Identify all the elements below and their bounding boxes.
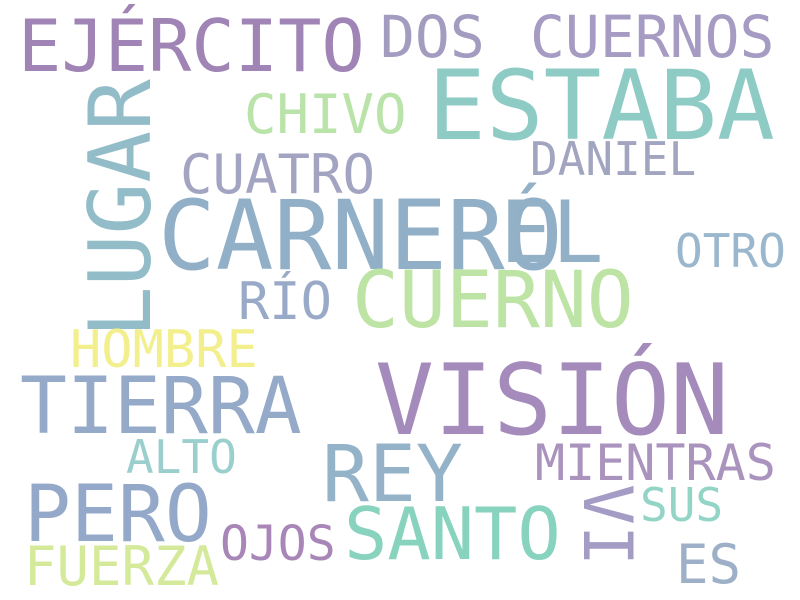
word-fuerza: FUERZA xyxy=(24,535,220,598)
word-mientras: MIENTRAS xyxy=(535,434,776,492)
word-cuerno: CUERNO xyxy=(352,256,634,346)
word-tierra: TIERRA xyxy=(20,362,302,452)
word-lugar: LUGAR xyxy=(71,79,171,338)
word-cuatro: CUATRO xyxy=(180,143,376,206)
word-vi: VI xyxy=(567,484,646,566)
word-vision: VISIÓN xyxy=(375,344,730,458)
word-rey: REY xyxy=(322,430,463,520)
word-estaba: ESTABA xyxy=(428,50,775,162)
word-dos: DOS xyxy=(380,3,485,71)
word-pero: PERO xyxy=(24,470,212,560)
word-otro: OTRO xyxy=(675,224,786,278)
word-santo: SANTO xyxy=(344,492,561,576)
word-ojos: OJOS xyxy=(220,516,336,572)
word-ejercito: EJÉRCITO xyxy=(18,4,365,88)
word-hombre: HOMBRE xyxy=(70,320,258,380)
word-daniel: DANIEL xyxy=(530,132,697,186)
word-alto: ALTO xyxy=(126,430,237,484)
word-carnero: CARNERO xyxy=(158,180,563,292)
word-rio: RÍO xyxy=(238,272,332,332)
word-el: ÉL xyxy=(500,183,604,283)
word-sus: SUS xyxy=(640,478,724,532)
word-chivo: CHIVO xyxy=(244,83,407,146)
word-cuernos: CUERNOS xyxy=(530,3,775,71)
word-es: ES xyxy=(676,533,742,596)
